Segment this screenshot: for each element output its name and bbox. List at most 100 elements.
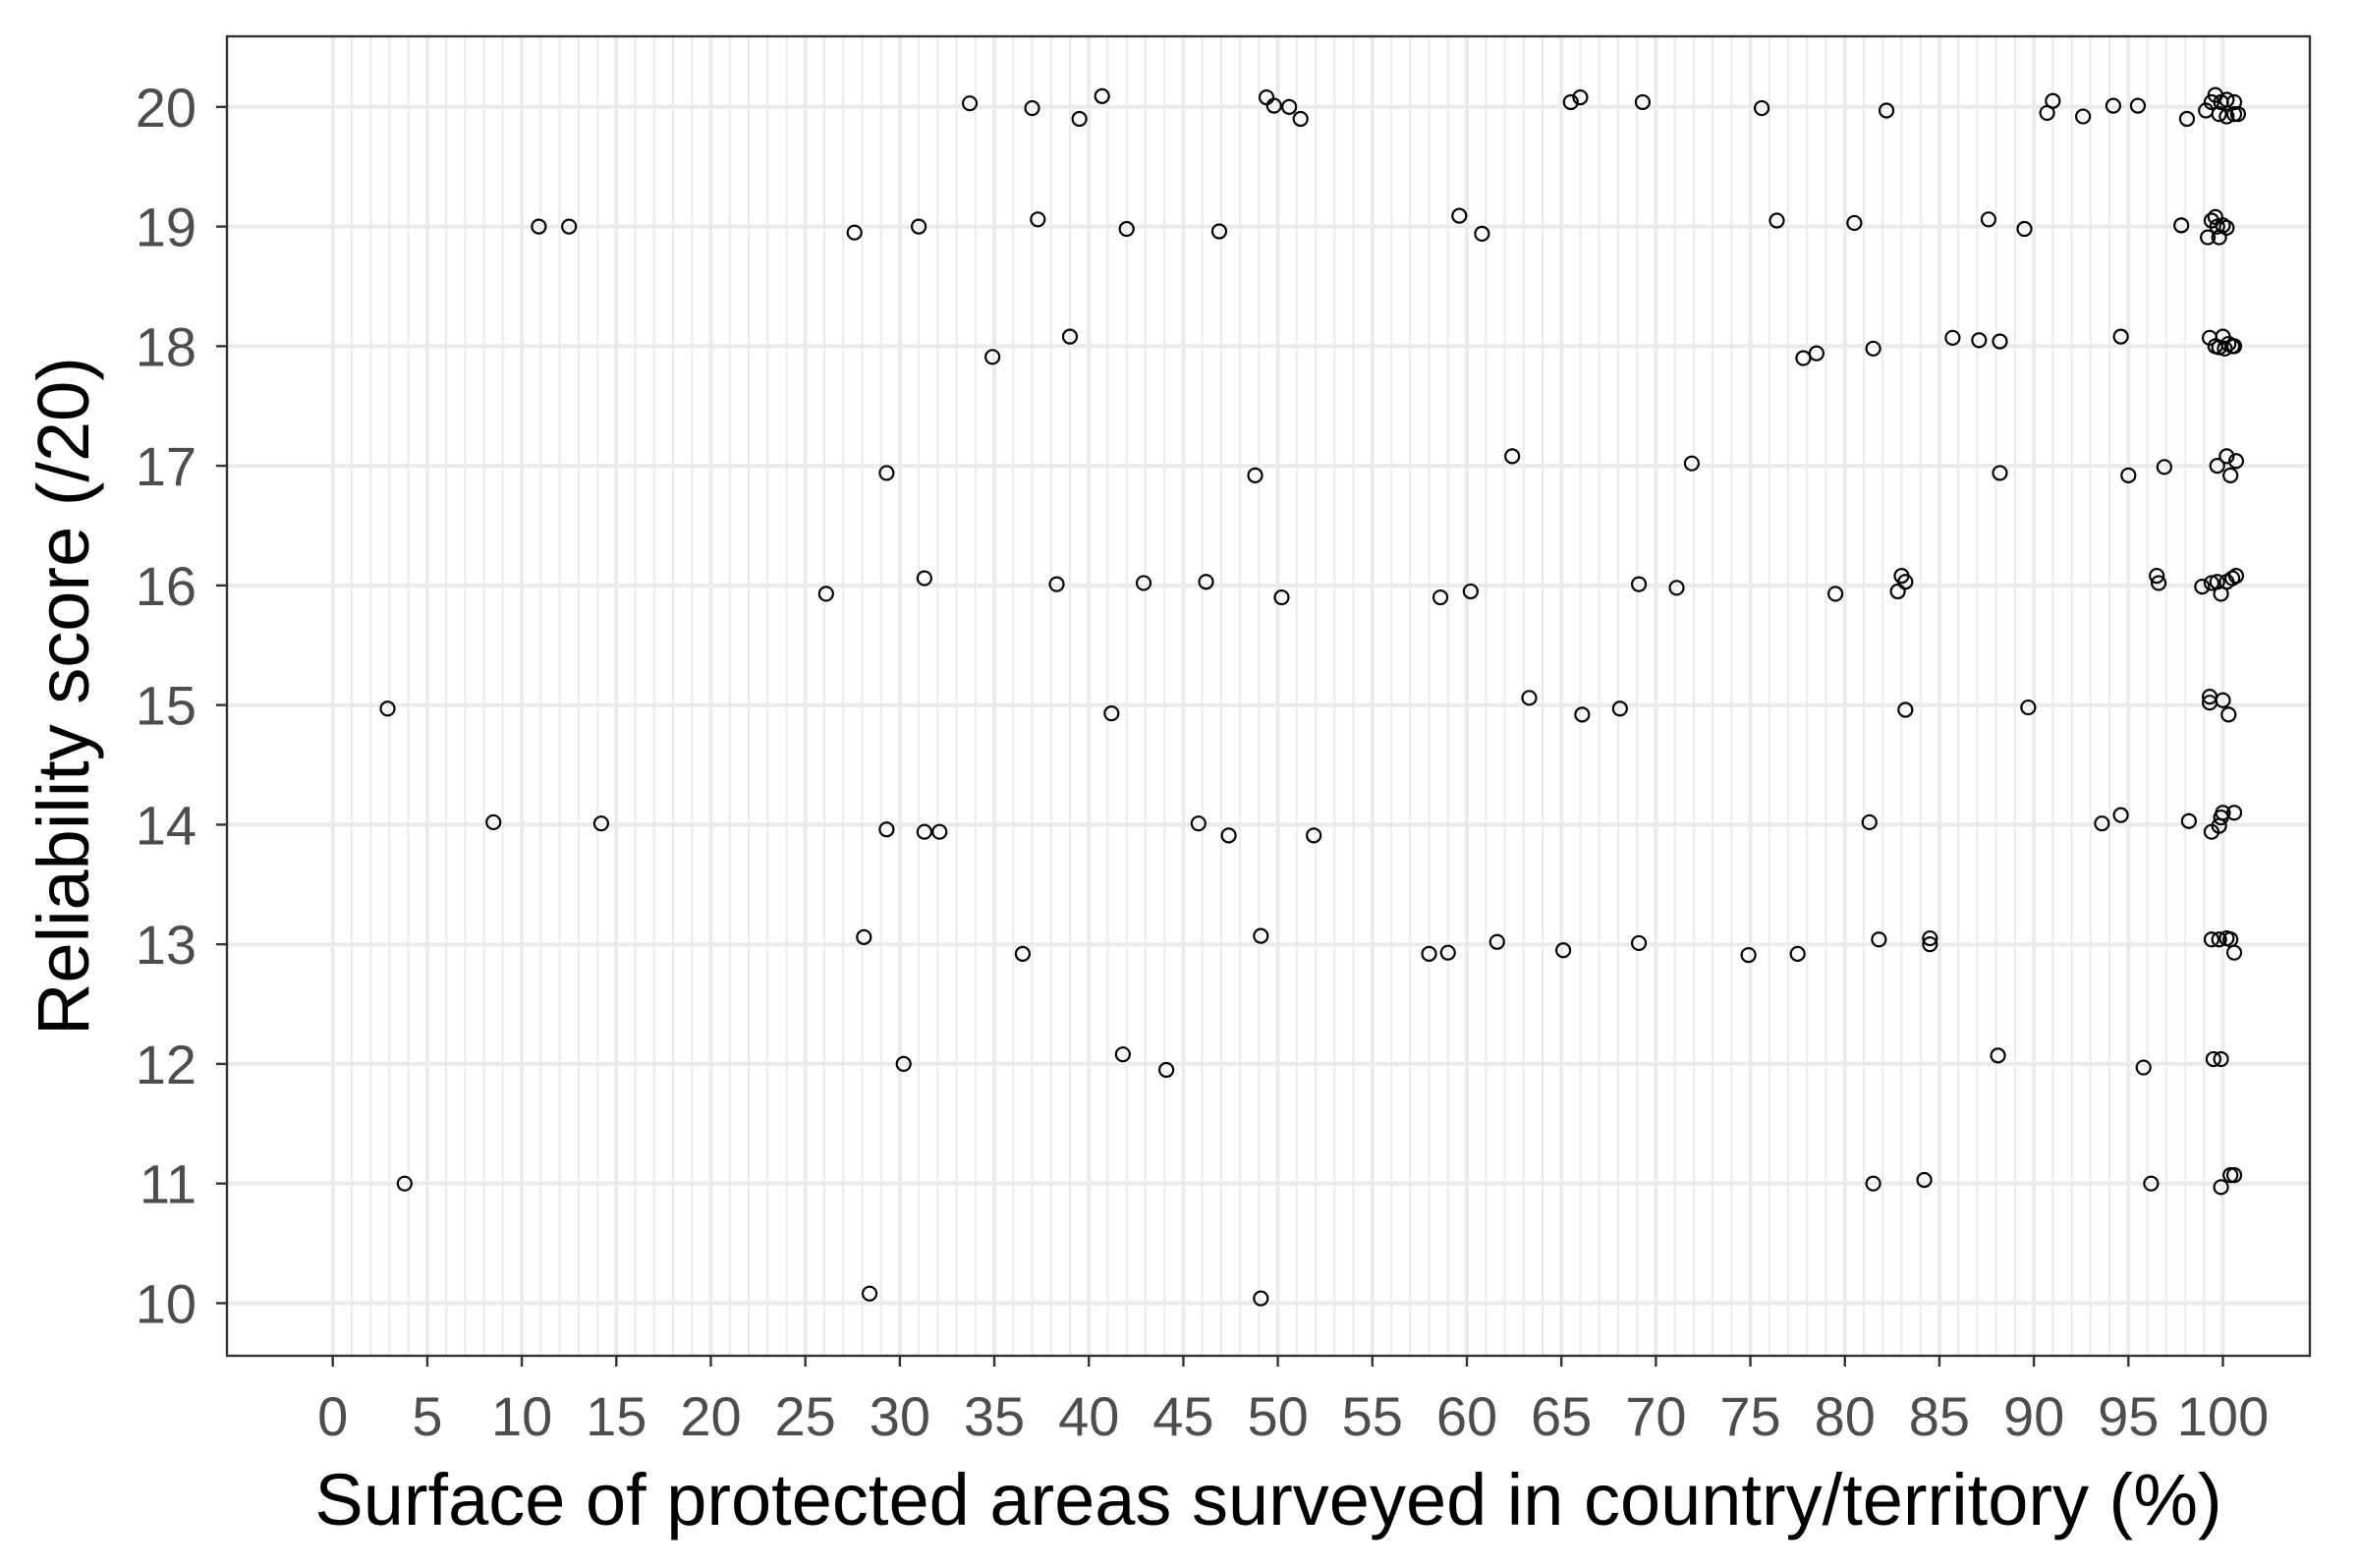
data-point <box>1504 448 1521 465</box>
data-point <box>2225 805 2243 821</box>
data-points <box>379 86 2246 1307</box>
data-point <box>1980 211 1997 228</box>
y-tick-label: 19 <box>136 196 196 258</box>
data-point <box>931 823 948 840</box>
data-point <box>1562 93 1579 111</box>
data-point <box>2213 1179 2229 1196</box>
x-tick-label: 35 <box>964 1385 1025 1447</box>
data-point <box>1190 815 1207 832</box>
data-point <box>2222 467 2239 483</box>
data-point <box>2105 97 2122 114</box>
data-point <box>1846 214 1863 232</box>
data-point <box>1048 576 1065 592</box>
x-tick-label: 50 <box>1247 1385 1308 1447</box>
data-point <box>1071 110 1088 128</box>
x-tick-label: 45 <box>1152 1385 1213 1447</box>
x-tick-label: 0 <box>317 1385 348 1447</box>
data-point <box>1827 586 1844 602</box>
y-axis: 10 11 12 13 14 15 16 17 18 19 20 <box>136 77 227 1334</box>
x-tick-label: 40 <box>1058 1385 1119 1447</box>
data-point <box>1253 927 1269 944</box>
data-point <box>1265 97 1282 114</box>
data-point <box>2227 453 2245 470</box>
x-tick-label: 20 <box>680 1385 741 1447</box>
x-tick-label: 85 <box>1909 1385 1970 1447</box>
data-point <box>2020 699 2037 716</box>
data-point <box>2218 219 2235 236</box>
data-point <box>1281 98 1298 115</box>
x-tick-label: 15 <box>586 1385 646 1447</box>
data-point <box>1014 945 1032 962</box>
data-point <box>1432 588 1449 606</box>
data-point <box>2220 706 2237 723</box>
data-point <box>1273 588 1290 606</box>
x-axis: 0 5 10 15 20 25 30 35 40 45 50 55 60 65 70 75 80 85 90 95 10… <box>317 1356 2269 1447</box>
data-point <box>817 586 834 602</box>
data-point <box>2120 467 2137 483</box>
data-point <box>2211 106 2227 123</box>
y-tick-label: 15 <box>136 675 196 737</box>
data-point <box>1574 706 1591 723</box>
data-point <box>856 928 872 945</box>
data-point <box>1030 211 1046 228</box>
data-point <box>1740 947 1757 964</box>
data-point <box>1555 942 1572 959</box>
data-point <box>1247 467 1263 483</box>
x-tick-label: 55 <box>1342 1385 1403 1447</box>
data-point <box>2112 328 2129 345</box>
data-point <box>1198 574 1214 590</box>
data-point <box>2180 812 2197 829</box>
x-tick-label: 90 <box>2003 1385 2064 1447</box>
data-point <box>2215 692 2231 708</box>
data-point <box>1992 465 2008 481</box>
data-point <box>2178 110 2196 128</box>
data-point <box>2135 1059 2152 1076</box>
data-point <box>2227 568 2245 585</box>
data-point <box>1865 1175 1881 1192</box>
data-point <box>1451 207 1468 224</box>
data-point <box>2150 575 2167 591</box>
data-point <box>1683 455 1701 472</box>
data-point <box>379 700 396 717</box>
x-tick-label: 10 <box>491 1385 552 1447</box>
data-point <box>1754 99 1770 117</box>
data-point <box>1611 700 1628 717</box>
data-point <box>1992 333 2008 350</box>
minor-gridlines <box>350 36 2206 1356</box>
data-point <box>2225 1167 2243 1184</box>
data-point <box>1634 93 1652 111</box>
data-point <box>2016 220 2033 238</box>
data-point <box>916 823 932 840</box>
data-point <box>2200 229 2217 246</box>
data-point <box>1462 583 1479 600</box>
x-tick-label: 65 <box>1531 1385 1592 1447</box>
data-point <box>1922 929 1938 947</box>
data-point <box>1572 88 1589 106</box>
data-point <box>1158 1061 1175 1079</box>
data-point <box>1439 944 1456 961</box>
data-point <box>1135 575 1152 591</box>
data-point <box>1871 931 1887 948</box>
data-point <box>592 815 610 832</box>
panel-background <box>227 36 2310 1356</box>
data-point <box>1061 328 1079 345</box>
data-point <box>2209 218 2225 235</box>
data-point <box>846 224 863 241</box>
y-tick-label: 20 <box>136 77 196 139</box>
y-tick-label: 11 <box>140 1153 196 1215</box>
y-tick-label: 13 <box>136 914 196 976</box>
data-point <box>916 570 932 587</box>
data-point <box>485 813 502 831</box>
data-point <box>2156 459 2172 476</box>
x-axis-title: Surface of protected areas surveyed in c… <box>314 1459 2221 1540</box>
data-point <box>2194 578 2211 595</box>
x-tick-label: 25 <box>775 1385 836 1447</box>
x-tick-label: 60 <box>1436 1385 1497 1447</box>
data-point <box>2225 944 2243 961</box>
data-point <box>1889 583 1906 600</box>
x-tick-label: 70 <box>1625 1385 1686 1447</box>
data-point <box>2229 106 2246 123</box>
data-point <box>1630 934 1648 952</box>
data-point <box>1668 580 1685 596</box>
